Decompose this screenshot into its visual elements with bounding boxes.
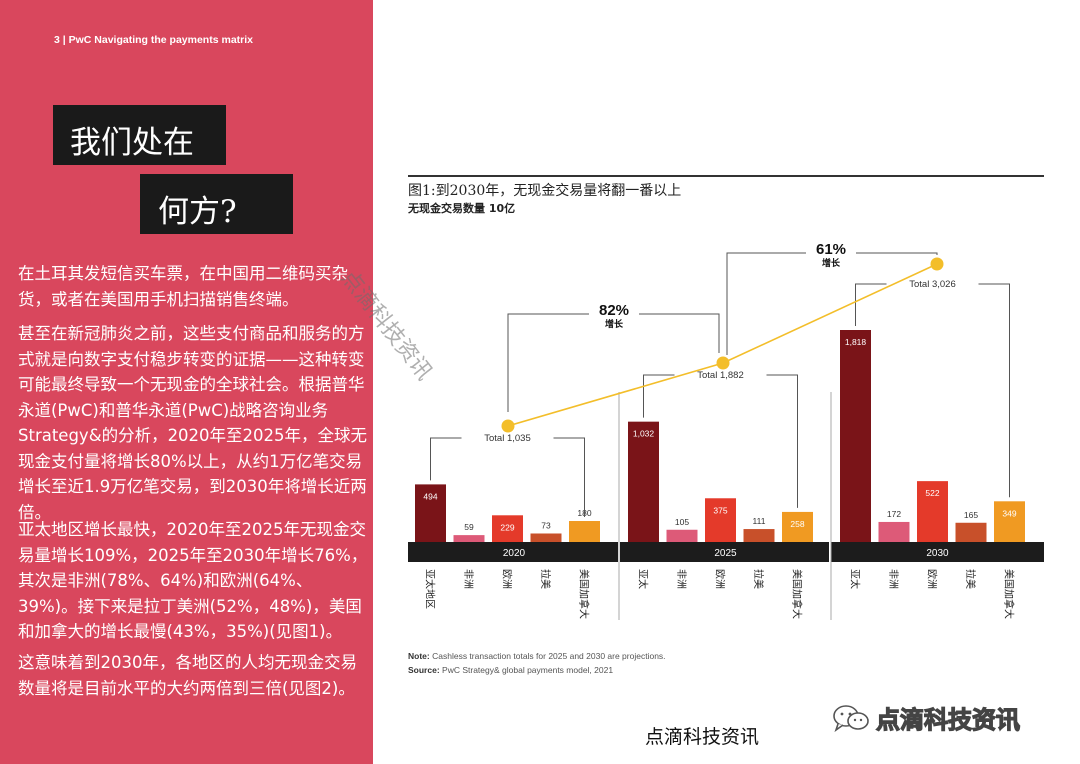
- body-paragraph-4: 这意味着到2030年，各地区的人均无现金交易数量将是目前水平的大约两倍到三倍(见…: [18, 653, 357, 698]
- total-label: Total 1,035: [484, 433, 530, 444]
- bar-2025-3: [743, 529, 775, 542]
- category-label: 非洲: [675, 569, 687, 589]
- chart-subtitle: 无现金交易数量 10亿: [408, 202, 516, 215]
- note-label: Note:: [408, 651, 430, 661]
- total-bracket-left: [430, 437, 462, 481]
- category-label: 拉美: [539, 569, 552, 589]
- bar-2025-2: [705, 498, 736, 542]
- bar-2030-3: [955, 522, 987, 542]
- total-bracket-right: [553, 437, 585, 518]
- total-bracket-left: [855, 283, 887, 326]
- data-label: 1,032: [633, 429, 655, 439]
- category-label: 欧洲: [714, 569, 726, 589]
- growth-label: 增长: [605, 318, 624, 330]
- logo-text: 点滴科技资讯: [875, 705, 1020, 734]
- body-paragraph-3: 亚太地区增长最快，2020年至2025年无现金交易量增长109%，2025年至2…: [18, 520, 368, 641]
- page-title-line2: 何方?: [158, 194, 237, 230]
- total-bracket-left: [643, 374, 675, 418]
- growth-percent: 82%: [599, 302, 629, 319]
- data-label: 73: [541, 520, 551, 530]
- category-label: 欧洲: [926, 569, 938, 589]
- bar-2020-0: [415, 484, 446, 542]
- year-band-2030: [831, 542, 1044, 562]
- page-title-line1: 我们处在: [70, 125, 194, 161]
- growth-label: 增长: [822, 257, 841, 269]
- category-label: 亚太地区: [424, 569, 437, 609]
- body-paragraph-2: 甚至在新冠肺炎之前，这些支付商品和服务的方式就是向数字支付稳步转变的证据——这种…: [18, 324, 368, 522]
- footer-watermark: 点滴科技资讯: [645, 726, 760, 748]
- category-label: 非洲: [462, 569, 474, 589]
- chart-title: 图1:到2030年，无现金交易量将翻一番以上: [408, 183, 682, 199]
- bar-2030-0: [840, 330, 871, 542]
- bar-2020-3: [530, 533, 562, 542]
- year-band-2025: [620, 542, 829, 562]
- growth-bracket-left: [726, 252, 806, 355]
- category-label: 亚太: [849, 569, 862, 589]
- total-bracket-right: [766, 374, 798, 508]
- growth-percent: 61%: [816, 241, 846, 258]
- data-label: 494: [423, 491, 437, 501]
- total-label: Total 3,026: [909, 279, 955, 290]
- data-label: 522: [925, 488, 939, 498]
- bar-2025-4: [782, 511, 813, 542]
- bar-2025-1: [666, 529, 698, 542]
- data-label: 59: [464, 522, 474, 532]
- category-label: 亚太: [637, 569, 650, 589]
- bar-2030-1: [878, 521, 910, 542]
- source-label: Source:: [408, 665, 440, 675]
- year-label: 2020: [503, 548, 526, 559]
- total-trend-line: [507, 263, 938, 427]
- bar-2020-2: [492, 515, 523, 542]
- bar-2030-2: [917, 481, 948, 542]
- source-text: PwC Strategy& global payments model, 202…: [442, 665, 614, 675]
- category-label: 拉美: [752, 569, 765, 589]
- data-label: 172: [887, 509, 901, 519]
- total-marker-2020: [501, 419, 515, 433]
- year-label: 2025: [714, 548, 737, 559]
- growth-bracket-left: [507, 313, 589, 412]
- data-label: 375: [713, 505, 727, 515]
- body-paragraph-1: 在土耳其发短信买车票，在中国用二维码买杂货，或者在美国用手机扫描销售终端。: [18, 264, 348, 309]
- bar-2030-4: [994, 501, 1025, 542]
- figure-top-rule: [408, 175, 1044, 177]
- bar-2020-1: [453, 535, 485, 542]
- chart-note: Note: Cashless transaction totals for 20…: [408, 651, 666, 661]
- category-label: 非洲: [887, 569, 899, 589]
- chart-source: Source: PwC Strategy& global payments mo…: [408, 665, 613, 675]
- category-label: 美国加拿大: [791, 569, 804, 619]
- bar-2025-0: [628, 421, 659, 542]
- year-band-2020: [408, 542, 618, 562]
- data-label: 258: [790, 519, 804, 529]
- data-label: 111: [753, 516, 766, 526]
- data-label: 105: [675, 517, 689, 527]
- title-box-2: [140, 174, 293, 234]
- data-label: 165: [964, 510, 978, 520]
- data-label: 229: [500, 522, 514, 532]
- note-text: Cashless transaction totals for 2025 and…: [432, 651, 666, 661]
- wechat-logo-watermark: 点滴科技资讯: [832, 700, 1021, 735]
- category-label: 欧洲: [501, 569, 513, 589]
- growth-bracket-right: [856, 252, 938, 255]
- total-marker-2030: [930, 257, 944, 271]
- total-bracket-right: [978, 283, 1010, 498]
- total-label: Total 1,882: [697, 370, 743, 381]
- wechat-icon: [833, 704, 869, 732]
- data-label: 349: [1002, 508, 1016, 518]
- category-label: 美国加拿大: [578, 569, 591, 619]
- data-label: 1,818: [845, 337, 867, 347]
- bar-2020-4: [569, 521, 600, 542]
- title-box-1: [53, 105, 226, 165]
- year-label: 2030: [926, 548, 949, 559]
- total-marker-2025: [716, 356, 730, 370]
- page-header: 3 | PwC Navigating the payments matrix: [54, 34, 253, 46]
- category-label: 美国加拿大: [1003, 569, 1016, 619]
- category-label: 拉美: [964, 569, 977, 589]
- growth-bracket-right: [639, 313, 720, 353]
